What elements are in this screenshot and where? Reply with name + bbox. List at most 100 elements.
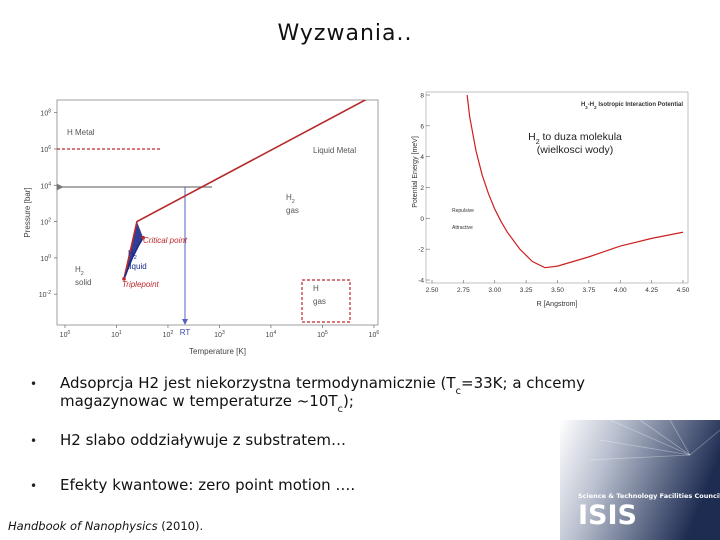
text-part: H — [286, 193, 292, 202]
subscript: c — [338, 404, 344, 415]
y-tick-label: 2 — [420, 185, 424, 192]
x-tick-label: 2.75 — [457, 287, 470, 294]
text-part: H — [528, 131, 536, 143]
text-part: liquid — [128, 262, 147, 271]
logo-panel — [560, 420, 720, 540]
tick-label: 100 — [60, 330, 71, 339]
annotation: Repulsive — [452, 208, 474, 214]
annotation: gas — [313, 297, 326, 306]
callout: H2 to duza molekula — [528, 131, 622, 146]
bullet-text: magazynowac w temperaturze ~10Tc); — [60, 392, 354, 415]
annotation: Critical point — [143, 236, 188, 245]
tick-label: 102 — [40, 218, 51, 227]
annotation: Triplepoint — [122, 280, 160, 289]
text-part: ); — [343, 392, 354, 410]
tick-base: 10 — [40, 147, 48, 154]
annotation: solid — [75, 278, 91, 287]
text-part: solid — [75, 278, 91, 287]
text-part: H — [581, 102, 585, 108]
tick-exponent: -2 — [47, 290, 52, 296]
annotation: H2 — [286, 193, 295, 205]
text-part: H2 slabo oddziaływuje z substratem… — [60, 431, 346, 449]
bullet-text: Efekty kwantowe: zero point motion …. — [60, 476, 355, 494]
subscript: 2 — [585, 105, 588, 110]
tick-base: 10 — [39, 292, 47, 299]
subscript: 2 — [594, 105, 597, 110]
subscript: 2 — [292, 199, 295, 205]
y-tick-label: 0 — [420, 216, 424, 223]
text-part: -H — [588, 102, 594, 108]
tick-base: 10 — [163, 332, 171, 339]
tick-label: 102 — [163, 330, 174, 339]
gas-box — [301, 279, 351, 323]
annotation: RT — [180, 328, 191, 337]
annotation: H — [313, 284, 319, 293]
text-part: RT — [180, 328, 191, 337]
tick-label: 105 — [317, 330, 328, 339]
text-part: Efekty kwantowe: zero point motion …. — [60, 476, 355, 494]
tick-exponent: 2 — [170, 330, 173, 336]
text-part: Critical point — [143, 236, 188, 245]
tick-base: 10 — [266, 332, 274, 339]
text-part: Triplepoint — [122, 280, 160, 289]
tick-base: 10 — [60, 332, 68, 339]
text-part: Isotropic Interaction Potential — [597, 102, 684, 108]
text-part: H — [313, 284, 319, 293]
tick-base: 10 — [111, 332, 119, 339]
point-marker — [141, 235, 145, 240]
annotation: gas — [286, 206, 299, 215]
tick-exponent: 1 — [119, 330, 122, 336]
tick-base: 10 — [317, 332, 325, 339]
text-part: (2010). — [158, 519, 204, 533]
series-line — [123, 237, 144, 280]
x-tick-label: 3.50 — [551, 287, 564, 294]
tick-base: 10 — [40, 183, 48, 190]
slide-title: Wyzwania.. — [278, 21, 413, 46]
y-tick-label: 6 — [420, 123, 424, 130]
tick-label: 106 — [40, 145, 51, 154]
annotation: H Metal — [67, 128, 95, 137]
potential-chart: 2.50 2.75 3.00 3.25 3.50 3.75 4.00 4.25 4.50 -4 -2… — [412, 91, 690, 308]
tick-label: 100 — [40, 254, 51, 263]
tick-exponent: 3 — [222, 330, 225, 336]
liquid-region — [123, 221, 144, 279]
tick-base: 10 — [40, 256, 48, 263]
text-part: gas — [286, 206, 299, 215]
bullet-marker: • — [30, 434, 37, 448]
subscript: 2 — [81, 271, 84, 277]
point-marker — [122, 277, 126, 281]
tick-label: 104 — [40, 181, 51, 190]
y-tick-label: -4 — [418, 278, 424, 285]
text-part: H — [128, 249, 134, 258]
tick-label: 101 — [111, 330, 122, 339]
text-part: H — [75, 265, 81, 274]
x-tick-label: 3.25 — [520, 287, 533, 294]
chart-title: H2-H2 Isotropic Interaction Potential — [581, 102, 683, 110]
x-tick-label: 2.50 — [426, 287, 439, 294]
x-tick-label: 4.00 — [614, 287, 627, 294]
bullet-marker: • — [30, 479, 37, 493]
tick-exponent: 8 — [48, 109, 51, 115]
text-part: gas — [313, 297, 326, 306]
x-tick-label: 4.25 — [645, 287, 658, 294]
y-tick-label: -2 — [418, 247, 424, 254]
text-part: H Metal — [67, 128, 95, 137]
subscript: c — [456, 386, 462, 397]
annotation: H2 — [75, 265, 84, 277]
annotation: Liquid Metal — [313, 146, 356, 155]
annotation: H2 — [128, 249, 137, 261]
logo-name: ISIS — [578, 500, 637, 531]
logo-org: Science & Technology Facilities Council — [578, 492, 720, 500]
subscript: 2 — [536, 139, 540, 146]
tick-base: 10 — [214, 332, 222, 339]
x-axis-label: Temperature [K] — [189, 347, 246, 356]
x-tick-label: 3.00 — [488, 287, 501, 294]
phase-diagram: 100 101 102 103 104 105 10610-2100102104106108… — [23, 99, 380, 356]
tick-label: 106 — [369, 330, 380, 339]
tick-exponent: 0 — [48, 254, 51, 260]
text-part: Adsoprcja H2 jest niekorzystna termodyna… — [60, 374, 456, 392]
bullet-marker: • — [30, 377, 37, 391]
